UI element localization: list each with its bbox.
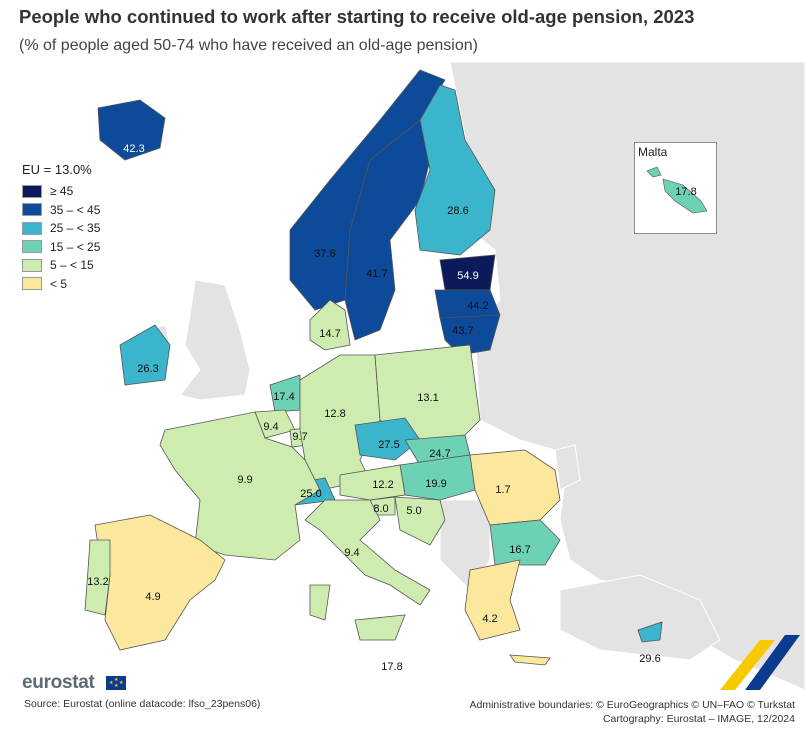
brand-stripes: [720, 635, 800, 690]
country-crete: [509, 654, 551, 666]
country-denmark: [309, 299, 351, 351]
legend-swatch: [22, 240, 42, 254]
eu-countries: [84, 69, 663, 666]
value-estonia: 54.9: [457, 270, 478, 282]
malta-inset-title: Malta: [638, 145, 668, 159]
legend-swatch: [22, 277, 42, 291]
eu-flag-icon: ★ ★ ★ ★: [106, 676, 126, 690]
country-germany: [299, 354, 381, 491]
legend-label: 25 – < 35: [50, 221, 101, 236]
malta-inset: Malta 17.8: [634, 142, 717, 234]
legend-swatch: [22, 203, 42, 217]
country-romania: [469, 449, 561, 526]
value-malta-main: 17.8: [381, 661, 402, 673]
legend-label: < 5: [50, 276, 68, 291]
credits: Administrative boundaries: © EuroGeograp…: [469, 698, 795, 726]
country-cyprus: [637, 621, 663, 643]
value-croatia: 5.0: [406, 505, 421, 517]
legend-item: 35 – < 45: [22, 201, 100, 220]
credits-cartography: Cartography: Eurostat – IMAGE, 12/2024: [602, 713, 795, 725]
legend-label: 15 – < 25: [50, 239, 101, 254]
value-switzerland: 25.0: [300, 488, 321, 500]
turkey: [559, 574, 721, 661]
legend-item: 25 – < 35: [22, 219, 100, 238]
value-lithuania: 43.7: [452, 325, 473, 337]
value-poland: 13.1: [417, 392, 438, 404]
country-france: [159, 411, 321, 561]
malta-gozo: [646, 166, 662, 178]
country-sicily: [354, 614, 406, 641]
legend-label: 5 – < 15: [50, 258, 94, 273]
value-czechia: 27.5: [378, 439, 399, 451]
legend-swatch: [22, 221, 42, 235]
value-finland: 28.6: [447, 205, 468, 217]
value-germany: 12.8: [324, 408, 345, 420]
value-netherlands: 17.4: [273, 391, 294, 403]
legend-eu-average: EU = 13.0%: [22, 162, 92, 177]
value-slovakia: 24.7: [429, 448, 450, 460]
value-ireland: 26.3: [137, 363, 158, 375]
map-subtitle: (% of people aged 50-74 who have receive…: [19, 37, 478, 54]
legend-item: < 5: [22, 275, 100, 294]
eurostat-logo: eurostat: [22, 672, 95, 693]
value-cyprus: 29.6: [639, 653, 660, 665]
legend-item: 15 – < 25: [22, 238, 100, 257]
value-denmark: 14.7: [319, 328, 340, 340]
legend-swatch: [22, 258, 42, 272]
value-italy: 9.4: [344, 547, 359, 559]
value-hungary: 19.9: [425, 478, 446, 490]
value-bulgaria: 16.7: [509, 544, 530, 556]
value-austria: 12.2: [372, 479, 393, 491]
value-sweden: 41.7: [366, 268, 387, 280]
legend-item: ≥ 45: [22, 182, 100, 201]
legend-swatch: [22, 184, 42, 198]
value-labels: 42.3 37.6 41.7 28.6 54.9 44.2 43.7 14.7 …: [87, 143, 660, 673]
value-malta: 17.8: [675, 186, 696, 198]
value-romania: 1.7: [495, 484, 510, 496]
value-slovenia: 8.0: [373, 503, 388, 515]
country-lithuania: [439, 314, 501, 356]
map-title: People who continued to work after start…: [19, 6, 695, 27]
value-latvia: 44.2: [467, 300, 488, 312]
value-greece: 4.2: [482, 613, 497, 625]
value-luxembourg: 9.7: [292, 431, 307, 443]
country-czechia: [354, 417, 421, 461]
country-bulgaria: [489, 519, 561, 566]
value-iceland: 42.3: [123, 143, 144, 155]
malta-main-island: [662, 178, 708, 214]
value-spain: 4.9: [145, 591, 160, 603]
value-norway: 37.6: [314, 248, 335, 260]
source-note: Source: Eurostat (online datacode: lfso_…: [24, 698, 261, 710]
country-italy: [304, 499, 431, 606]
moldova: [554, 444, 581, 491]
great-britain: [179, 279, 251, 401]
country-finland: [414, 84, 496, 256]
credits-boundaries: Administrative boundaries: © EuroGeograp…: [469, 699, 795, 711]
legend-item: 5 – < 15: [22, 256, 100, 275]
country-sardinia: [309, 584, 331, 621]
country-ireland: [119, 324, 171, 386]
country-greece: [464, 559, 521, 641]
value-belgium: 9.4: [263, 421, 278, 433]
value-france: 9.9: [237, 474, 252, 486]
country-iceland: [97, 99, 166, 161]
legend-label: ≥ 45: [50, 184, 74, 199]
country-croatia: [394, 496, 446, 546]
country-portugal: [84, 539, 111, 616]
malta-inset-map: 17.8: [646, 166, 708, 214]
legend-label: 35 – < 45: [50, 202, 101, 217]
value-portugal: 13.2: [87, 576, 108, 588]
legend: EU = 13.0% ≥ 45 35 – < 45 25 – < 35 15 –…: [22, 162, 100, 293]
